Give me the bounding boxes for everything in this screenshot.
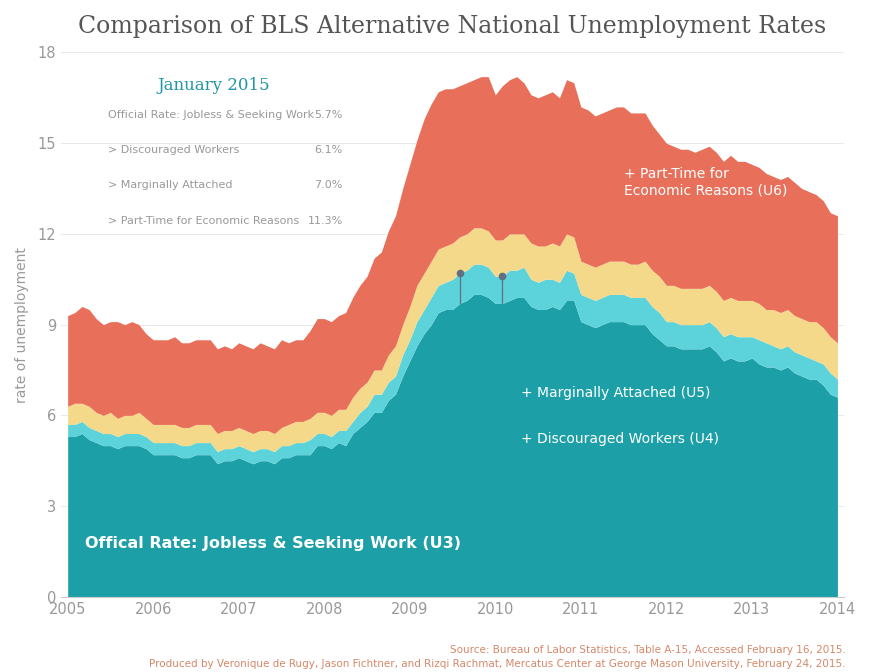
- Text: + Part-Time for
Economic Reasons (U6): + Part-Time for Economic Reasons (U6): [623, 167, 787, 198]
- Y-axis label: rate of unemployment: rate of unemployment: [15, 247, 29, 403]
- Text: 11.3%: 11.3%: [308, 216, 343, 226]
- Text: + Marginally Attached (U5): + Marginally Attached (U5): [521, 386, 711, 401]
- Text: January 2015: January 2015: [157, 77, 270, 94]
- Text: > Discouraged Workers: > Discouraged Workers: [108, 145, 239, 155]
- Text: Official Rate: Jobless & Seeking Work: Official Rate: Jobless & Seeking Work: [108, 110, 314, 120]
- Text: Source: Bureau of Labor Statistics, Table A-15, Accessed February 16, 2015.: Source: Bureau of Labor Statistics, Tabl…: [450, 645, 846, 655]
- Text: 6.1%: 6.1%: [315, 145, 343, 155]
- Text: 5.7%: 5.7%: [315, 110, 343, 120]
- Text: + Discouraged Workers (U4): + Discouraged Workers (U4): [521, 431, 719, 446]
- Text: Produced by Veronique de Rugy, Jason Fichtner, and Rizqi Rachmat, Mercatus Cente: Produced by Veronique de Rugy, Jason Fic…: [149, 659, 846, 669]
- Text: Offical Rate: Jobless & Seeking Work (U3): Offical Rate: Jobless & Seeking Work (U3…: [85, 536, 460, 552]
- Text: > Marginally Attached: > Marginally Attached: [108, 180, 232, 190]
- Text: 7.0%: 7.0%: [315, 180, 343, 190]
- Title: Comparison of BLS Alternative National Unemployment Rates: Comparison of BLS Alternative National U…: [78, 15, 827, 38]
- Text: > Part-Time for Economic Reasons: > Part-Time for Economic Reasons: [108, 216, 299, 226]
